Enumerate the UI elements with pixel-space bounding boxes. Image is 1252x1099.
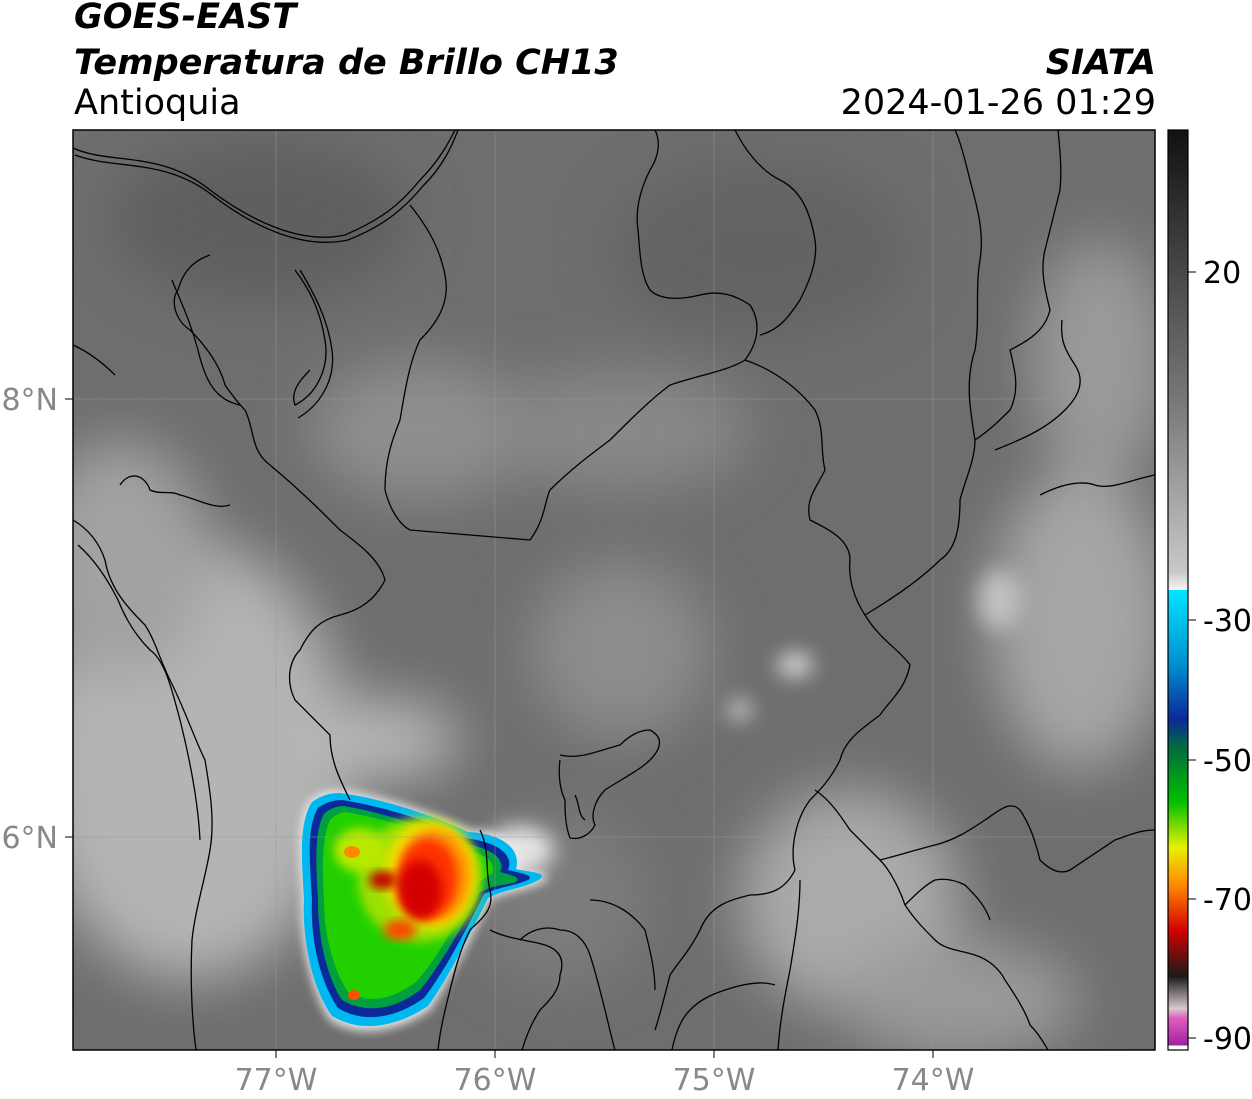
cloud-texture bbox=[73, 140, 1155, 1050]
lon-label-74w: 74°W bbox=[892, 1063, 975, 1098]
storm-cloud bbox=[299, 790, 548, 1031]
colorbar-ramp bbox=[1168, 130, 1188, 1050]
lon-label-76w: 76°W bbox=[454, 1063, 537, 1098]
colorbar-tick-label: -90 bbox=[1203, 1022, 1252, 1057]
map-imagery bbox=[73, 130, 1155, 1050]
axis-ticks bbox=[65, 398, 934, 1058]
colorbar-frame bbox=[1167, 129, 1189, 1051]
timestamp-label: 2024-01-26 01:29 bbox=[840, 83, 1156, 123]
lat-label-6n: 6°N bbox=[1, 821, 58, 856]
colorbar-tick-label: -30 bbox=[1203, 604, 1252, 639]
organization-label: SIATA bbox=[1045, 43, 1156, 83]
product-title: Temperatura de Brillo CH13 bbox=[74, 43, 619, 83]
lon-label-75w: 75°W bbox=[673, 1063, 756, 1098]
lon-label-77w: 77°W bbox=[235, 1063, 318, 1098]
satellite-title: GOES-EAST bbox=[74, 0, 297, 37]
colorbar-ticks bbox=[1188, 271, 1196, 1039]
political-boundaries bbox=[73, 130, 1155, 1050]
colorbar-tick-label: 20 bbox=[1203, 256, 1241, 291]
graticule bbox=[73, 130, 1155, 1050]
lat-label-8n: 8°N bbox=[1, 383, 58, 418]
region-label: Antioquia bbox=[74, 83, 241, 123]
map-frame bbox=[72, 129, 1156, 1051]
colorbar-tick-label: -50 bbox=[1203, 744, 1252, 779]
colorbar-tick-label: -70 bbox=[1203, 883, 1252, 918]
